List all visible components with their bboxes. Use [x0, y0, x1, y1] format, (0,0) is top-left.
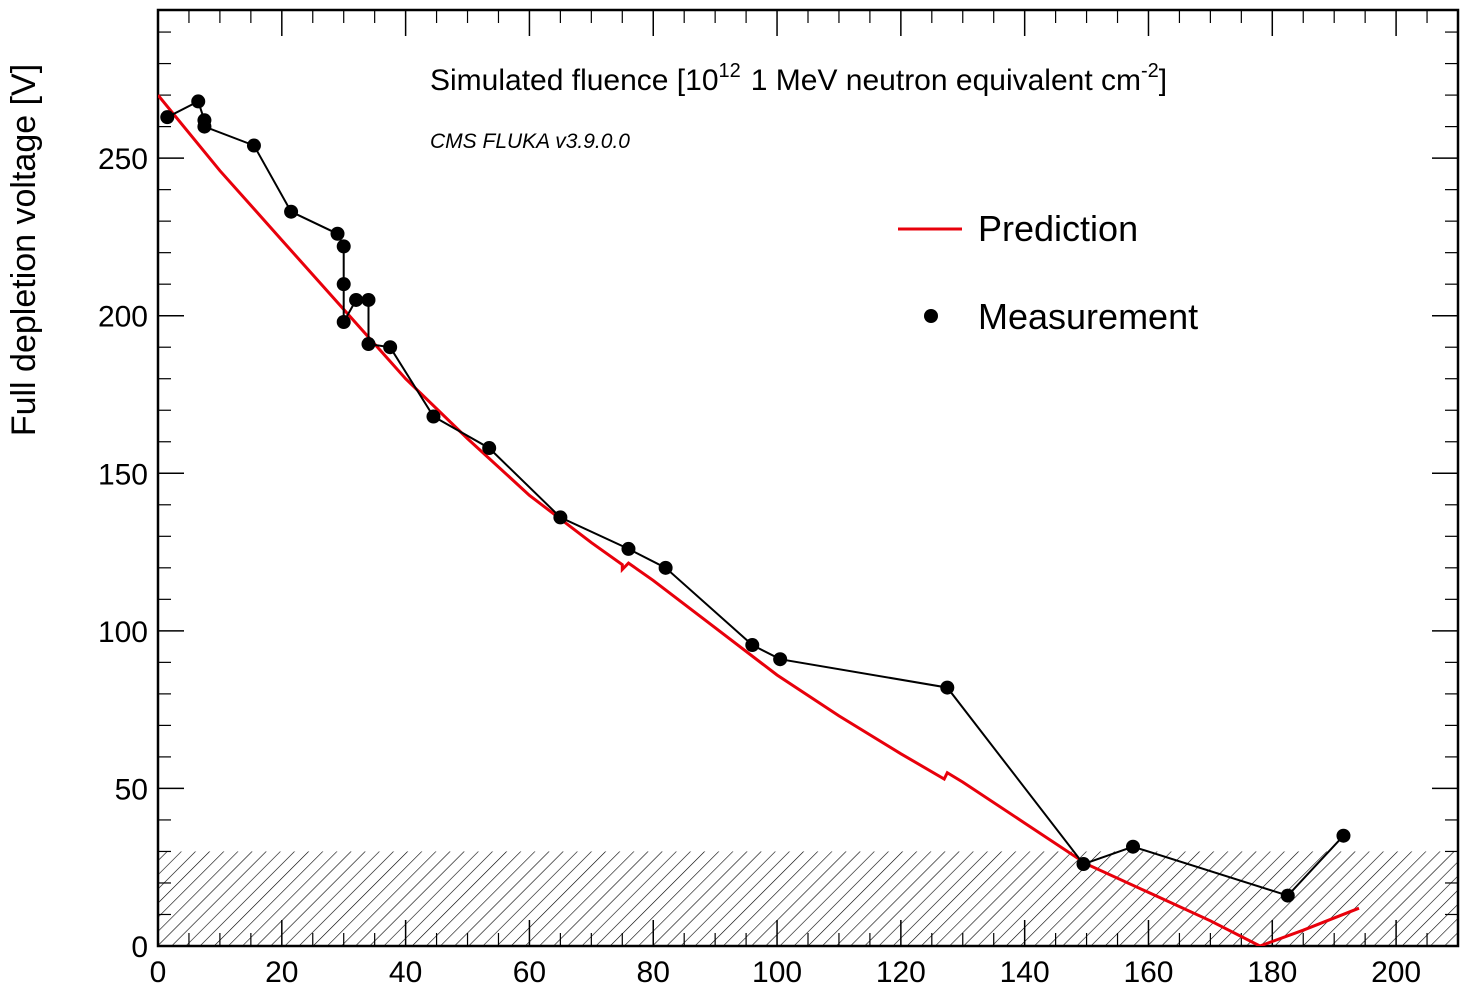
measurement-point — [336, 315, 351, 329]
y-tick-label: 50 — [115, 773, 148, 806]
x-tick-label: 60 — [513, 956, 546, 989]
x-tick-label: 40 — [389, 956, 422, 989]
measurement-point — [1280, 888, 1295, 903]
y-tick-label: 150 — [98, 458, 148, 491]
legend-measurement-label: Measurement — [978, 296, 1198, 337]
annotation-end: ] — [1159, 64, 1167, 97]
measurement-point — [160, 110, 175, 125]
x-tick-label: 140 — [1000, 956, 1050, 989]
hatched-threshold-band — [158, 851, 1458, 946]
measurement-point — [361, 337, 376, 352]
prediction-series-line — [158, 94, 1360, 946]
measurement-point — [383, 340, 398, 355]
axis-tick-labels: 0 20 40 60 80 100 120 140 160 180 200 0 50 100 150 200 2… — [98, 143, 1421, 989]
measurement-point — [426, 409, 441, 424]
measurement-point — [1126, 839, 1140, 854]
measurement-point — [191, 94, 206, 109]
measurement-point — [553, 510, 568, 525]
annotation-mid: 1 MeV neutron equivalent cm — [751, 64, 1141, 97]
measurement-point — [1336, 828, 1351, 843]
measurement-point — [745, 638, 760, 653]
measurement-point — [773, 652, 788, 667]
measurement-points — [160, 94, 1351, 903]
x-tick-label: 0 — [150, 956, 167, 989]
x-tick-label: 200 — [1371, 956, 1421, 989]
x-tick-label: 20 — [265, 956, 298, 989]
measurement-point — [246, 138, 261, 153]
y-axis-title: Full depletion voltage [V] — [5, 64, 43, 436]
x-tick-label: 120 — [876, 956, 926, 989]
measurement-point — [197, 119, 212, 134]
measurement-series-line — [166, 99, 1345, 897]
legend: Prediction Measurement — [898, 208, 1198, 337]
y-tick-label: 200 — [98, 301, 148, 334]
legend-measurement-swatch — [924, 309, 938, 323]
y-tick-label: 0 — [131, 931, 148, 964]
legend-prediction-label: Prediction — [978, 208, 1138, 249]
measurement-point — [361, 292, 376, 307]
y-tick-label: 100 — [98, 616, 148, 649]
axis-ticks — [157, 10, 1459, 947]
measurement-point — [330, 226, 345, 241]
measurement-point — [284, 204, 299, 219]
annotation-subtitle: CMS FLUKA v3.9.0.0 — [430, 130, 630, 153]
annotation-sup2: -2 — [1141, 60, 1159, 82]
x-tick-label: 100 — [752, 956, 802, 989]
measurement-point — [336, 277, 351, 292]
measurement-point — [336, 239, 351, 254]
annotation-sup1: 12 — [719, 60, 741, 82]
plot-frame — [156, 8, 1460, 948]
measurement-point — [1076, 857, 1091, 872]
x-tick-label: 160 — [1123, 956, 1173, 989]
measurement-point — [940, 680, 955, 695]
measurement-point — [621, 541, 636, 556]
fluence-annotation: Simulated fluence [1012 1 MeV neutron equ… — [430, 60, 1167, 97]
x-tick-label: 80 — [637, 956, 670, 989]
y-tick-label: 250 — [98, 143, 148, 176]
x-tick-label: 180 — [1247, 956, 1297, 989]
annotation-main: Simulated fluence [10 — [430, 64, 719, 97]
measurement-point — [482, 441, 497, 456]
measurement-point — [349, 292, 364, 307]
measurement-point — [658, 560, 673, 575]
